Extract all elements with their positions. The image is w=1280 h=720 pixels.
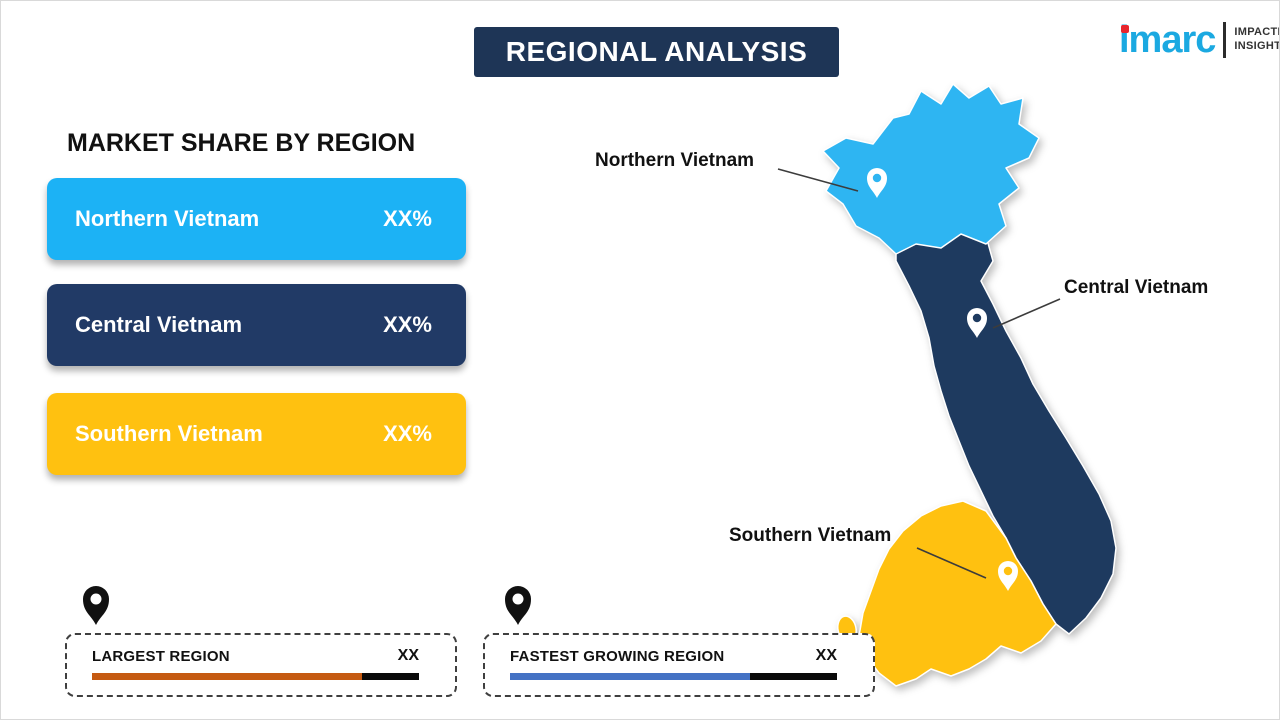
bar-label: Southern Vietnam: [75, 421, 263, 446]
bar-value: XX%: [383, 312, 432, 337]
map-label-central-vietnam: Central Vietnam: [1064, 277, 1209, 298]
largest-region-label: LARGEST REGION: [92, 647, 230, 665]
logo-tagline: IMPACTFUL INSIGHTS: [1234, 26, 1279, 54]
logo-brand-text: imarc: [1119, 19, 1216, 61]
map-label-southern-vietnam: Southern Vietnam: [729, 525, 892, 546]
bar-value: XX%: [383, 206, 432, 231]
map-pin-southern-icon: [998, 561, 1018, 591]
bar-label: Northern Vietnam: [75, 206, 260, 231]
largest-region-pin-icon: [83, 586, 109, 625]
legend-card-largest-region: LARGEST REGION XX: [65, 633, 457, 697]
logo-divider: [1223, 22, 1227, 58]
largest-region-value: XX: [397, 647, 419, 664]
connector-line-northern: [777, 168, 859, 192]
legend-card-fastest-growing-region: FASTEST GROWING REGION XX: [483, 633, 875, 697]
fastest-growing-region-bar-end: [750, 673, 837, 680]
connector-line-central: [992, 298, 1061, 329]
fastest-growing-region-label: FASTEST GROWING REGION: [510, 647, 725, 665]
largest-region-bar-fill: [92, 673, 362, 680]
imarc-logo: imarc IMPACTFUL INSIGHTS: [1119, 19, 1279, 61]
fastest-growing-region-bar: [510, 673, 837, 680]
map-pin-central-icon: [967, 308, 987, 338]
map-region-northern-vietnam: [822, 83, 1040, 255]
logo-brand-wrap: imarc: [1119, 19, 1216, 61]
logo-red-dot-icon: [1121, 25, 1129, 33]
largest-region-bar: [92, 673, 419, 680]
map-label-northern-vietnam: Northern Vietnam: [595, 150, 755, 171]
market-share-heading: MARKET SHARE BY REGION: [67, 129, 416, 157]
logo-tagline-line2: INSIGHTS: [1234, 40, 1279, 52]
bar-label: Central Vietnam: [75, 312, 243, 337]
legend-row: LARGEST REGION XX: [92, 647, 419, 665]
connector-line-southern: [916, 547, 987, 579]
map-pin-northern-icon: [867, 168, 887, 198]
fastest-growing-region-value: XX: [815, 647, 837, 664]
largest-region-bar-end: [362, 673, 419, 680]
legend-row: FASTEST GROWING REGION XX: [510, 647, 837, 665]
page-title: REGIONAL ANALYSIS: [474, 27, 839, 77]
logo-tagline-line1: IMPACTFUL: [1234, 26, 1279, 39]
fastest-growing-region-bar-fill: [510, 673, 750, 680]
bar-northern-vietnam: Northern Vietnam XX%: [47, 178, 466, 260]
bar-value: XX%: [383, 421, 432, 446]
bar-central-vietnam: Central Vietnam XX%: [47, 284, 466, 366]
bar-southern-vietnam: Southern Vietnam XX%: [47, 393, 466, 475]
fastest-growing-region-pin-icon: [505, 586, 531, 625]
